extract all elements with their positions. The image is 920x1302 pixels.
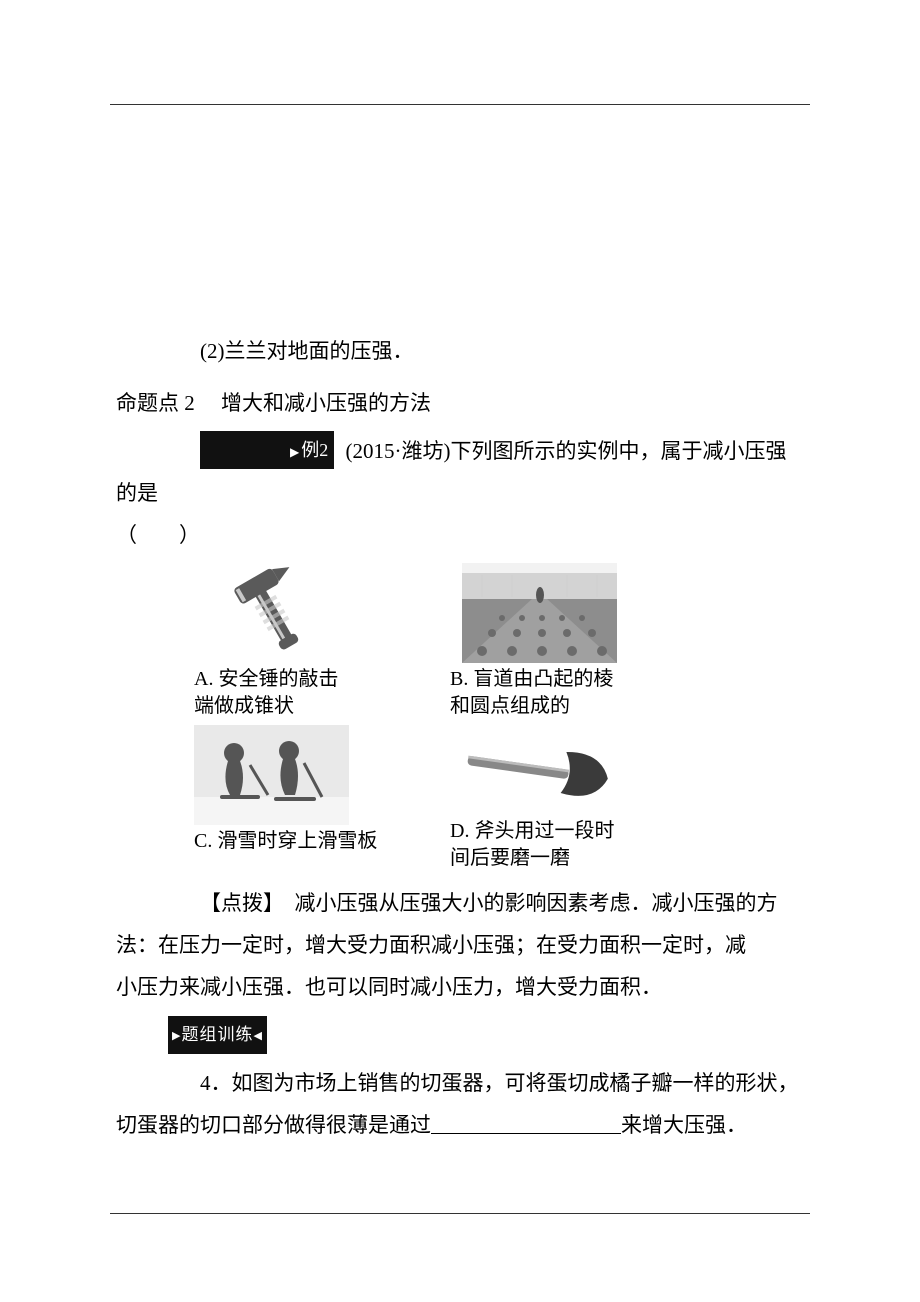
exercise-badge-text: 题组训练 [181,1025,253,1044]
q4-post: 来增大压强． [621,1113,747,1137]
option-C-image [194,724,349,826]
option-B: B. 盲道由凸起的棱 和圆点组成的 [462,562,702,720]
options-figure-grid: A. 安全锤的敲击 端做成锥状 [194,562,704,872]
tip-text-1: 减小压强从压强大小的影响因素考虑．减小压强的方 [295,891,778,915]
q4-pre: 切蛋器的切口部分做得很薄是通过 [116,1113,431,1137]
safety-hammer-icon [212,563,332,663]
option-D-image [462,724,617,816]
tip-block: 【点拨】 减小压强从压强大小的影响因素考虑．减小压强的方 法：在压力一定时，增大… [116,882,806,1008]
exercise-badge: ▶题组训练◀ [168,1016,267,1054]
topic-title: 增大和减小压强的方法 [221,391,431,415]
topic-label: 命题点 2 [116,391,195,415]
option-A-image [194,562,349,664]
tip-label: 【点拨】 [200,891,274,915]
option-C-caption: C. 滑雪时穿上滑雪板 [194,828,394,855]
triangle-right-icon: ▶ [290,445,299,459]
triangle-left-icon: ◀ [253,1030,262,1042]
figure-row-2: C. 滑雪时穿上滑雪板 D. 斧头用过一段时 [194,724,704,872]
figure-row-1: A. 安全锤的敲击 端做成锥状 [194,562,704,720]
fill-in-blank[interactable] [431,1111,621,1134]
tip-line-3: 小压力来减小压强．也可以同时减小压力，增大受力面积． [116,966,806,1008]
example-source: (2015·潍坊) [345,439,450,463]
tip-line-1: 【点拨】 减小压强从压强大小的影响因素考虑．减小压强的方 [116,882,806,924]
option-C: C. 滑雪时穿上滑雪板 [194,724,434,855]
option-D: D. 斧头用过一段时 间后要磨一磨 [462,724,702,872]
skiers-icon [194,725,349,825]
subproblem-2: (2)兰兰对地面的压强． [116,330,806,372]
axe-icon [462,725,617,815]
topic-heading: 命题点 2 增大和减小压强的方法 [116,382,806,424]
option-B-caption: B. 盲道由凸起的棱 和圆点组成的 [450,666,670,720]
example-paren: （ ） [116,514,806,556]
option-A-caption: A. 安全锤的敲击 端做成锥状 [194,666,394,720]
q4-line-1: 4．如图为市场上销售的切蛋器，可将蛋切成橘子瓣一样的形状， [116,1062,806,1104]
braille-pavement-icon [462,563,617,663]
option-A: A. 安全锤的敲击 端做成锥状 [194,562,434,720]
tip-line-2: 法：在压力一定时，增大受力面积减小压强；在受力面积一定时，减 [116,924,806,966]
option-D-caption: D. 斧头用过一段时 间后要磨一磨 [450,818,670,872]
page-content: (2)兰兰对地面的压强． 命题点 2 增大和减小压强的方法 ▶例2 (2015·… [116,330,806,1146]
exercise-badge-wrap: ▶题组训练◀ [116,1008,806,1062]
example-badge-text: 例2 [301,440,328,460]
example-badge: ▶例2 [200,431,334,469]
option-B-image [462,562,617,664]
example-line-1: ▶例2 (2015·潍坊)下列图所示的实例中，属于减小压强的是 [116,430,806,514]
q4-line-2: 切蛋器的切口部分做得很薄是通过 来增大压强． [116,1104,806,1146]
